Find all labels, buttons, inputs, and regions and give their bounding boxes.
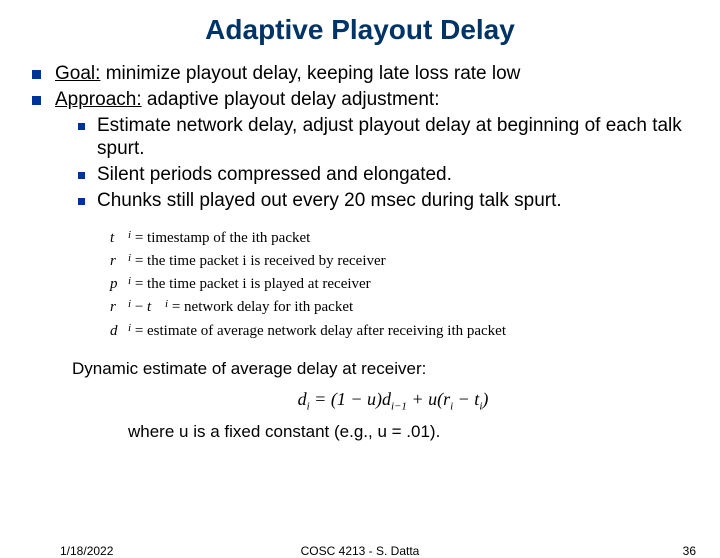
square-bullet-icon <box>32 70 41 79</box>
bullet-goal: Goal: minimize playout delay, keeping la… <box>32 62 694 86</box>
def-rt-text: = network delay for ith packet <box>172 296 353 319</box>
sub3-text: Chunks still played out every 20 msec du… <box>97 189 562 213</box>
goal-label: Goal: <box>55 63 100 84</box>
sub-bullet-1: Estimate network delay, adjust playout d… <box>78 114 694 162</box>
def-p: pi = the time packet i is played at rece… <box>110 273 694 296</box>
def-t: ti = timestamp of the ith packet <box>110 227 694 250</box>
sub-bullet-2: Silent periods compressed and elongated. <box>78 163 694 187</box>
goal-line: Goal: minimize playout delay, keeping la… <box>55 62 520 86</box>
square-bullet-icon <box>78 123 85 130</box>
definitions-block: ti = timestamp of the ith packet ri = th… <box>110 227 694 343</box>
square-bullet-icon <box>78 198 85 205</box>
square-bullet-icon <box>78 172 85 179</box>
square-bullet-icon <box>32 96 41 105</box>
approach-label: Approach: <box>55 89 142 110</box>
sub2-text: Silent periods compressed and elongated. <box>97 163 452 187</box>
def-r: ri = the time packet i is received by re… <box>110 250 694 273</box>
where-line: where u is a fixed constant (e.g., u = .… <box>128 422 694 442</box>
sub-bullet-3: Chunks still played out every 20 msec du… <box>78 189 694 213</box>
def-d-text: = estimate of average network delay afte… <box>135 320 506 343</box>
footer-center: COSC 4213 - S. Datta <box>0 544 720 558</box>
def-t-text: = timestamp of the ith packet <box>135 227 311 250</box>
approach-line: Approach: adaptive playout delay adjustm… <box>55 88 439 112</box>
def-r-text: = the time packet i is received by recei… <box>135 250 386 273</box>
content-area: Goal: minimize playout delay, keeping la… <box>0 62 720 442</box>
def-rt: ri − ti = network delay for ith packet <box>110 296 694 319</box>
approach-text: adaptive playout delay adjustment: <box>142 89 440 110</box>
sub1-text: Estimate network delay, adjust playout d… <box>97 114 694 162</box>
slide-title: Adaptive Playout Delay <box>0 14 720 46</box>
footer-page-number: 36 <box>683 544 696 558</box>
dynamic-estimate-line: Dynamic estimate of average delay at rec… <box>72 359 694 379</box>
goal-text: minimize playout delay, keeping late los… <box>100 63 520 84</box>
bullet-approach: Approach: adaptive playout delay adjustm… <box>32 88 694 112</box>
formula: di = (1 − u)di−1 + u(ri − ti) <box>92 389 694 413</box>
def-p-text: = the time packet i is played at receive… <box>135 273 371 296</box>
def-d: di = estimate of average network delay a… <box>110 320 694 343</box>
